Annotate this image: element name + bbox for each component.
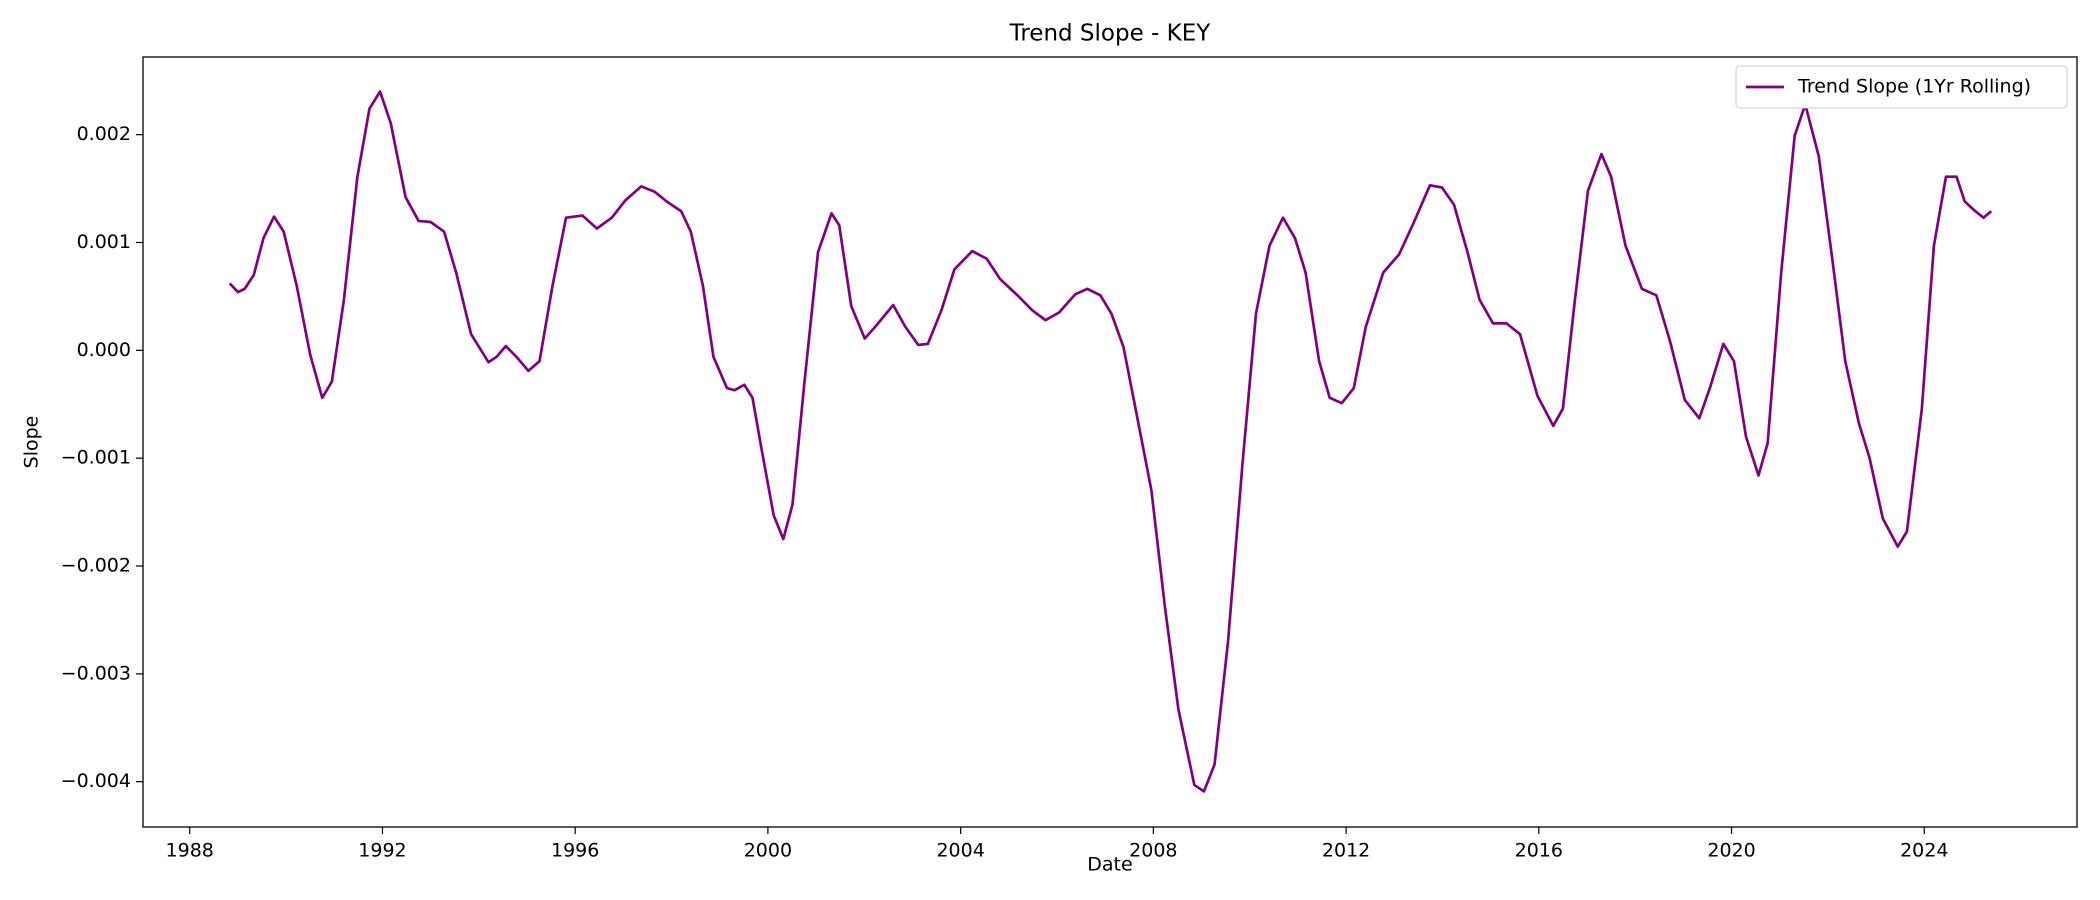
y-axis-label: Slope (21, 416, 43, 469)
legend-label: Trend Slope (1Yr Rolling) (1797, 76, 2031, 98)
x-tick-label: 1996 (551, 840, 599, 862)
data-line (228, 90, 1993, 793)
x-tick-label: 1992 (358, 840, 406, 862)
x-tick-label: 2016 (1515, 840, 1563, 862)
y-tick-label: −0.001 (61, 447, 131, 469)
x-tick-label: 2004 (936, 840, 984, 862)
x-tick-label: 2020 (1707, 840, 1755, 862)
y-tick-label: 0.000 (77, 339, 131, 361)
x-tick-label: 2000 (744, 840, 792, 862)
x-tick-label: 2012 (1322, 840, 1370, 862)
x-axis-label: Date (1087, 854, 1132, 876)
chart-title: Trend Slope - KEY (1009, 21, 1212, 47)
y-tick-label: −0.002 (61, 555, 131, 577)
legend-box (1735, 65, 2068, 109)
y-tick-label: −0.003 (61, 662, 131, 684)
x-tick-label: 1988 (166, 840, 214, 862)
y-tick-label: −0.004 (61, 770, 131, 792)
plot-frame (142, 56, 2078, 828)
x-tick-label: 2008 (1129, 840, 1177, 862)
y-tick-label: 0.001 (77, 231, 131, 253)
x-tick-label: 2024 (1900, 840, 1948, 862)
y-tick-label: 0.002 (77, 123, 131, 145)
